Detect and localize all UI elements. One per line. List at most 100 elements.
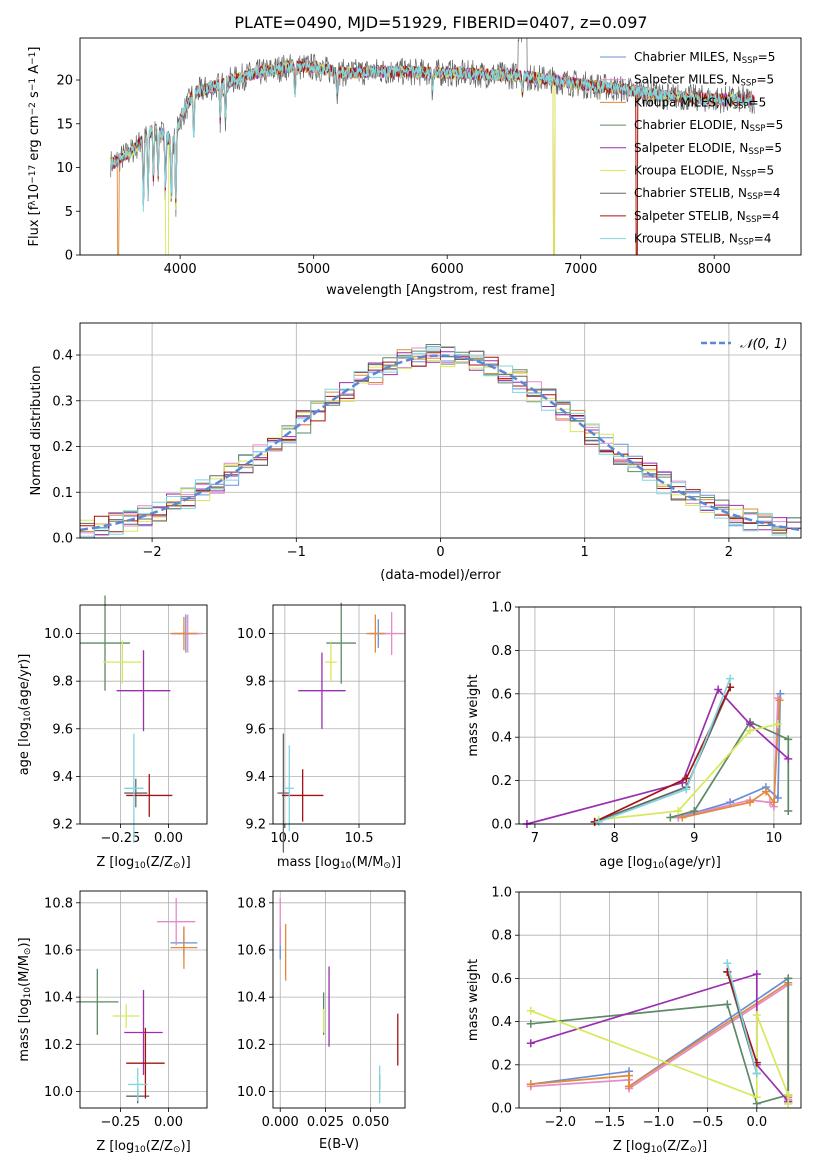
histogram-salpeter-stelib [80,346,801,533]
spectrum-y-label-part: s [27,91,42,102]
x-tick-label: −2.0 [544,1115,576,1130]
mass-vs-EBV-panel: 0.000 0.025 0.050 10.0 10.2 10.4 10.6 10.8 E(B-V… [237,890,406,1152]
y-tick-label: 10.8 [237,896,266,911]
axes-frame [518,891,802,1109]
weight-marker [723,959,732,968]
axes-frame [272,604,406,825]
y-tick-label: 10.0 [44,627,73,642]
x-tick-label: −1.0 [643,1115,675,1130]
y-tick-label: 0.0 [52,532,73,547]
mass-weight-vs-Z-x-label-part: (Z/Z [662,1139,689,1154]
y-tick-label: 10 [56,161,73,176]
weight-marker [526,1080,535,1089]
legend-model-name: Salpeter ELODIE, N [634,141,748,155]
weight-line-kroupa-stelib [726,963,758,1074]
weight-marker [784,735,793,744]
age-vs-Z-x-label-part: ⊙ [173,861,181,871]
spectrum-y-label-part: −1 [28,52,38,65]
legend-nssp: =4 [763,186,781,200]
histogram-kroupa-elodie [80,356,801,538]
mass-vs-Z-x-label-part: Z [log [96,1139,134,1154]
y-tick-label: 0.3 [52,394,73,409]
age-vs-Z-y-label-part: (age/yr)] [17,654,32,711]
residuals-x-label: (data-model)/error [380,568,501,583]
x-tick-label: −2 [143,545,162,560]
legend-subscript: SSP [742,56,758,66]
mass-weight-vs-age-y-label: mass weight [466,674,481,756]
weight-marker [714,685,723,694]
y-tick-label: 0.0 [491,1102,512,1117]
mass-weight-vs-Z-y-label: mass weight [466,959,481,1041]
x-tick-label: 10 [766,831,783,846]
mass-weight-vs-Z-x-label: Z [log10(Z/Z⊙)] [613,1139,707,1155]
age-vs-Z-x-label-part: Z [log [96,855,134,870]
spectrum-y-label-part: ] [27,47,42,52]
age-vs-mass-x-label-part: )] [391,855,401,870]
axes-frame [79,322,802,539]
x-tick-label: 4000 [164,262,197,277]
x-tick-label: −1.5 [594,1115,626,1130]
x-tick-label: 5000 [297,262,330,277]
age-vs-mass-panel: 10.0 10.5 9.2 9.4 9.6 9.8 10.0 mass [log10(M/M⊙… [237,602,406,871]
age-vs-mass-x-label-part: mass [log [277,855,340,870]
legend-label: Chabrier STELIB, NSSP=4 [634,186,781,202]
mass-weight-vs-age-x-label: age [log10(age/yr)] [599,855,721,871]
y-tick-label: 10.6 [237,943,266,958]
age-vs-Z-x-label-part: )] [181,855,191,870]
weight-marker [773,720,782,729]
legend-model-name: Chabrier STELIB, N [634,186,747,200]
weight-marker [625,1071,634,1080]
y-tick-label: 9.2 [52,818,73,833]
mass-vs-Z-y-label-part: 10 [23,987,33,999]
legend-nssp: =5 [756,73,774,87]
legend-label: Chabrier MILES, NSSP=5 [634,50,775,66]
normal-reference-curve [79,354,802,532]
x-tick-label: −0.5 [692,1115,724,1130]
axes-frame [518,606,802,825]
axes-frame [79,890,208,1109]
weight-marker [746,726,755,735]
mass-vs-Z-y-label-part: mass [log [17,998,32,1061]
y-tick-label: 9.8 [52,675,73,690]
weight-marker [775,696,784,705]
histogram-kroupa-stelib [80,346,801,538]
age-vs-mass-x-label-part: ⊙ [383,861,391,871]
residuals-y-label: Normed distribution [29,366,44,496]
mass-vs-Z-x-label-part: ⊙ [173,1145,181,1155]
legend-nssp: =5 [766,118,784,132]
legend-label: Kroupa MILES, NSSP=5 [634,95,766,111]
spectrum-y-label-part: A [27,65,42,78]
mass-weight-vs-Z-x-label-part: Z [log [613,1139,651,1154]
weight-marker [784,1099,793,1108]
residuals-panel: −2 −1 0 1 2 0.0 0.1 0.2 0.3 0.4 (data-model)/error… [29,322,802,583]
legend-model-name: Kroupa STELIB, N [634,232,738,246]
spectrum-y-label-part: erg cm [27,115,42,164]
legend-model-name: Salpeter MILES, N [634,73,741,87]
legend-nssp: =5 [764,141,782,155]
mass-weight-vs-Z-x-label-part: ⊙ [689,1145,697,1155]
y-tick-label: 10.0 [237,1085,266,1100]
y-tick-label: 0.4 [491,731,512,746]
x-tick-label: 10.5 [345,831,374,846]
weight-marker [682,774,691,783]
legend-nssp: =5 [756,164,774,178]
legend-model-name: Kroupa MILES, N [634,95,733,109]
x-tick-label: 0.0 [746,1115,767,1130]
mass-vs-Z-y-label-part: )] [17,937,32,947]
y-tick-label: 10.6 [44,943,73,958]
spectrum-panel: 4000 5000 6000 7000 8000 0 5 10 15 20 wavelength [… [27,37,802,298]
weight-marker [773,793,782,802]
legend-model-name: Chabrier MILES, N [634,50,742,64]
weight-marker [594,817,603,826]
spectrum-line-kroupa-stelib [110,61,755,212]
x-tick-label: 7000 [564,262,597,277]
spectrum-y-label-part: Flux [f [27,205,42,246]
spectrum-y-label-part: −2 [28,102,38,115]
y-tick-label: 0.2 [52,440,73,455]
weight-marker [723,1000,732,1009]
weight-marker [784,1091,793,1100]
x-tick-label: 7 [531,831,539,846]
